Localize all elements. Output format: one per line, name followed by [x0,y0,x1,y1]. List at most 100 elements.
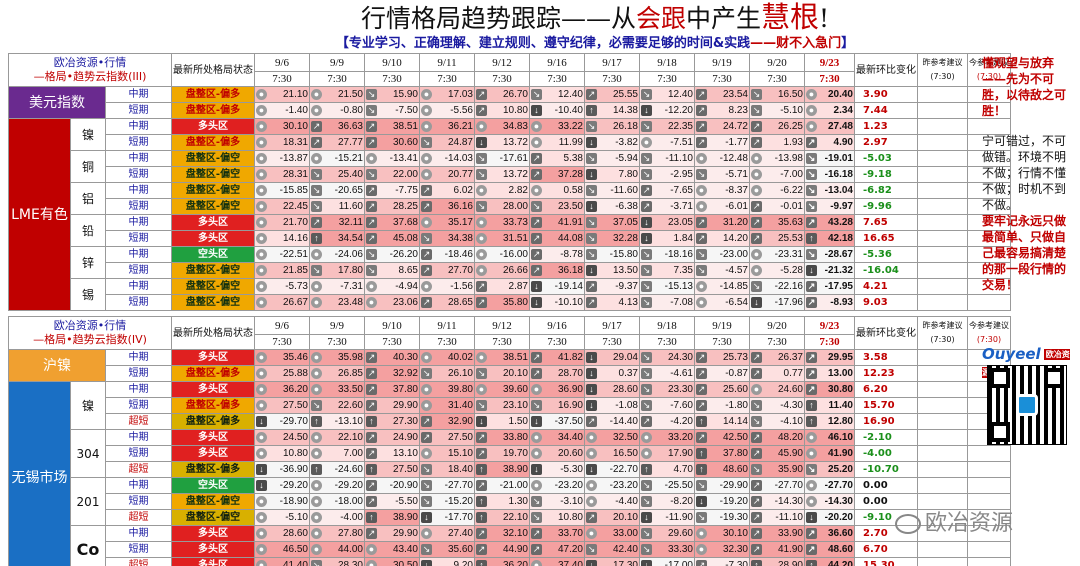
index-value-cell: ↓ -5.30 [529,461,585,478]
index-value-cell: ● -24.06 [309,246,365,263]
arrow-down-icon: ↓ [531,415,542,427]
index-value: 31.51 [502,232,528,244]
index-value: -3.82 [615,136,638,148]
index-value: -4.00 [340,511,363,523]
qr-code [987,365,1067,445]
brand-label: 欧冶资源•行情 [53,56,127,69]
index-value-cell: ↘ 29.60 [639,525,695,542]
index-value: -8.37 [725,184,748,196]
index-value: -4.20 [670,415,693,427]
index-value: -7.51 [670,136,693,148]
time-header: 7:30 [639,71,695,87]
index-value-cell: ↗ 25.60 [694,381,750,398]
index-value-cell: ↗ 42.50 [694,429,750,446]
index-value-cell: ↓ 0.37 [584,365,640,382]
index-value-cell: ● -22.51 [254,246,310,263]
index-value-cell: ● -13.98 [749,150,805,167]
index-value-cell: ● 36.21 [419,118,475,135]
index-value-cell: ↗ 1.93 [749,134,805,151]
circle-flat-icon: ● [311,543,322,555]
prev-advice-cell [917,461,968,478]
index-value-cell: ● 41.90 [804,445,855,462]
arrow-up-icon: ↑ [476,495,487,507]
arrow-down-right-icon: ↘ [586,152,597,164]
index-value: -7.65 [670,184,693,196]
index-value-cell: ↗ -21.00 [474,477,530,494]
index-value-cell: ● 27.48 [804,118,855,135]
arrow-up-right-icon: ↗ [751,367,762,379]
index-value: 29.90 [392,399,418,411]
index-value: -13.10 [334,415,363,427]
arrow-up-right-icon: ↗ [531,248,542,260]
arrow-down-right-icon: ↘ [806,168,817,180]
index-value-cell: ↗ -3.71 [639,198,695,215]
index-value: 1.50 [508,415,528,427]
arrow-down-right-icon: ↘ [751,399,762,411]
term-label: 中期 [105,214,172,231]
circle-flat-icon: ● [806,120,817,132]
date-header: 9/20 [749,53,805,72]
status-badge: 盘整区-偏多 [171,461,255,478]
index-value-cell: ↘ -15.80 [584,246,640,263]
change-value: -9.18 [854,166,918,183]
index-value-cell: ● -1.40 [254,102,310,119]
index-value-cell: ↗ 26.70 [474,86,530,103]
index-value-cell: ↘ -29.90 [694,477,750,494]
index-value-cell: ↓ -37.50 [529,413,585,430]
index-value-cell: ● 20.77 [419,166,475,183]
subtitle-text-red: ——财不入急门 [750,36,842,51]
change-value: 4.21 [854,278,918,295]
prev-advice-cell [917,294,968,311]
index-value: -23.31 [774,248,803,260]
status-header: 最新所处格局状态 [171,316,255,350]
index-value: 26.70 [502,88,528,100]
index-value: -23.20 [609,479,638,491]
index-value: -10.40 [554,104,583,116]
arrow-down-right-icon: ↘ [641,495,652,507]
metal-label: 锌 [70,246,106,279]
circle-flat-icon: ● [256,104,267,116]
table-row: 短期 盘整区-偏空 ● -18.90 ● -18.00 ↗ -5.50 ↘ -15.20 ↑ 1.30… [9,493,1011,510]
today-advice-time: (7:30) [976,72,1002,81]
index-value: 43.40 [392,543,418,555]
arrow-down-right-icon: ↘ [641,120,652,132]
index-value: 33.80 [502,431,528,443]
arrow-up-icon: ↑ [366,463,377,475]
prev-advice-cell [917,102,968,119]
prev-advice-header: 昨参考建议 (7:30) [917,53,968,87]
index-value-cell: ↓ -12.20 [639,102,695,119]
index-value-cell: ↘ 20.10 [474,365,530,382]
index-value-cell: ● 25.88 [254,365,310,382]
index-value: 33.50 [337,383,363,395]
index-value: -15.21 [334,152,363,164]
index-value: 48.60 [722,463,748,475]
date-header: 9/6 [254,316,310,335]
circle-flat-icon: ● [531,431,542,443]
arrow-down-right-icon: ↘ [311,399,322,411]
arrow-down-right-icon: ↘ [806,152,817,164]
index-value: 33.20 [667,431,693,443]
index-value: -14.40 [609,415,638,427]
term-label: 短期 [105,541,172,558]
index-value-cell: ↓ 9.20 [419,557,475,566]
arrow-up-right-icon: ↗ [531,232,542,244]
circle-flat-icon: ● [311,367,322,379]
index-value: 35.90 [777,463,803,475]
circle-flat-icon: ● [531,383,542,395]
index-value: 35.60 [447,543,473,555]
index-value-cell: ↘ -27.70 [419,477,475,494]
status-badge: 盘整区-偏空 [171,493,255,510]
index-value-cell: ↘ 8.65 [364,262,420,279]
today-advice-header: 今参考建议 (7:30) [967,53,1011,87]
index-value: 36.20 [502,559,528,566]
table-row: 短期 盘整区-偏空 ● 22.45 ↘ 11.60 ↗ 28.25 ↗ 36.16 ↘ 28.00 ↘ 2… [9,198,1011,215]
arrow-down-icon: ↓ [641,559,652,566]
circle-flat-icon: ● [751,248,762,260]
index-value-cell: ↘ -13.04 [804,182,855,199]
index-value-cell: ↗ 35.63 [749,214,805,231]
index-value: -1.77 [725,136,748,148]
index-value: -5.94 [615,152,638,164]
index-value: -4.10 [780,415,803,427]
index-value-cell: ↘ 35.90 [749,461,805,478]
arrow-up-right-icon: ↗ [476,543,487,555]
